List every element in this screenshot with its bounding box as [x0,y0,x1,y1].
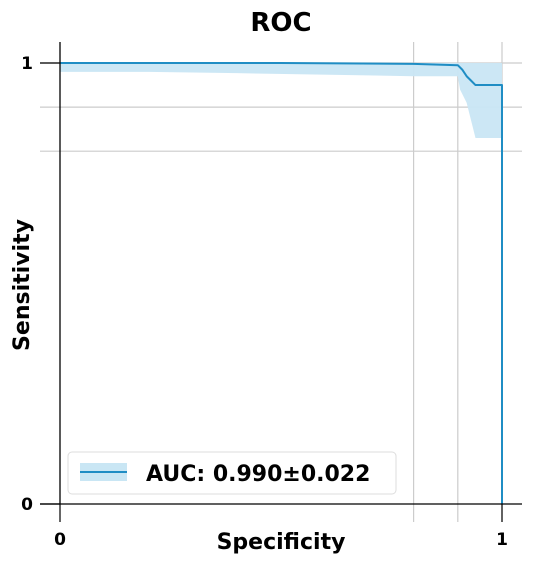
confidence-band [60,63,502,138]
roc-curve [60,62,503,504]
chart-title: ROC [250,8,311,38]
y-tick-label-1: 1 [21,54,33,74]
grid-lines [40,42,522,522]
x-tick-label-1: 1 [496,530,508,550]
roc-curve-line [60,62,503,504]
x-axis-label: Specificity [217,530,346,555]
axis-ticks: 0 1 0 1 [21,54,508,550]
y-axis-label: Sensitivity [10,219,35,351]
legend-box [67,451,397,495]
x-tick-label-0: 0 [54,530,66,550]
confidence-band-area [60,63,502,138]
legend-entry-auc: AUC: 0.990±0.022 [146,462,370,487]
legend: AUC: 0.990±0.022 [67,451,397,495]
y-tick-label-0: 0 [21,495,33,515]
